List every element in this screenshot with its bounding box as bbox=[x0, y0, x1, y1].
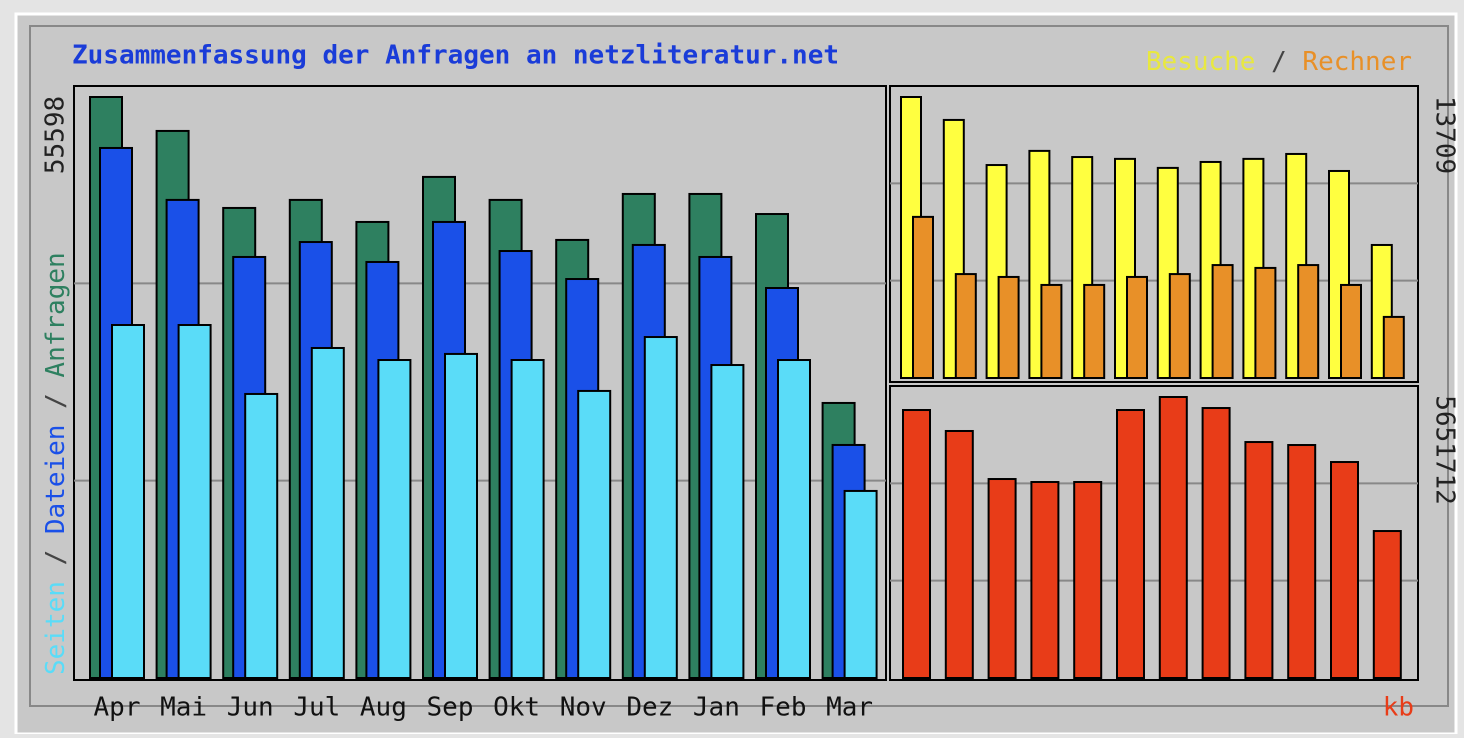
bar bbox=[1340, 283, 1362, 380]
legend-entry: Rechner bbox=[1302, 47, 1412, 77]
x-tick-label: Mar bbox=[826, 693, 873, 723]
bar bbox=[1254, 266, 1277, 380]
bar bbox=[310, 346, 345, 679]
bar bbox=[987, 478, 1017, 679]
bar bbox=[912, 215, 934, 379]
bar bbox=[244, 392, 279, 679]
bar bbox=[1126, 275, 1148, 380]
bar bbox=[1116, 409, 1145, 679]
x-tick-label: Aug bbox=[360, 693, 407, 723]
x-tick-label: Okt bbox=[493, 693, 540, 723]
bar bbox=[1073, 481, 1103, 680]
x-tick-label: Feb bbox=[760, 693, 807, 723]
bar bbox=[1040, 283, 1063, 380]
legend-entry: Anfragen bbox=[41, 252, 71, 377]
bar bbox=[710, 364, 745, 679]
bar bbox=[997, 275, 1020, 380]
bar bbox=[954, 273, 977, 379]
y-tick-label: 55598 bbox=[41, 96, 71, 174]
y-tick-label: 5651712 bbox=[1430, 395, 1460, 505]
x-tick-label: Sep bbox=[427, 693, 474, 723]
legend-separator: / bbox=[41, 550, 71, 566]
bar bbox=[1330, 461, 1359, 679]
bar bbox=[577, 389, 612, 679]
bar bbox=[1083, 283, 1106, 380]
bar bbox=[643, 336, 678, 679]
bar bbox=[1372, 530, 1402, 679]
bar bbox=[1030, 481, 1060, 680]
y-tick-label: 13709 bbox=[1430, 96, 1460, 174]
bar bbox=[1158, 396, 1188, 679]
bar bbox=[777, 359, 811, 679]
x-tick-label: Mai bbox=[160, 693, 207, 723]
x-tick-label: Nov bbox=[560, 693, 607, 723]
bar bbox=[1201, 407, 1231, 679]
legend-separator: / bbox=[1271, 47, 1287, 77]
bar bbox=[1297, 264, 1320, 379]
bar bbox=[444, 352, 478, 679]
x-tick-label: Jan bbox=[693, 693, 740, 723]
bar bbox=[1382, 315, 1405, 380]
x-tick-label: Jul bbox=[293, 693, 340, 723]
bar bbox=[510, 359, 545, 679]
bar bbox=[377, 359, 412, 679]
bar bbox=[177, 323, 212, 679]
bar bbox=[111, 323, 145, 679]
bar bbox=[1287, 444, 1317, 680]
legend: Seiten / Dateien / Anfragen bbox=[41, 252, 71, 675]
bar bbox=[902, 409, 931, 679]
bar bbox=[843, 489, 878, 679]
legend: Besuche / Rechner bbox=[1146, 47, 1412, 77]
bar bbox=[1211, 264, 1234, 379]
legend-entry: kb bbox=[1383, 693, 1414, 723]
chart-title: Zusammenfassung der Anfragen an netzlite… bbox=[72, 41, 839, 71]
legend-entry: Seiten bbox=[41, 581, 71, 675]
legend-entry: Besuche bbox=[1146, 47, 1256, 77]
bar bbox=[1244, 441, 1274, 679]
legend-entry: Dateien bbox=[41, 425, 71, 535]
bar bbox=[1168, 273, 1191, 379]
legend-separator: / bbox=[41, 393, 71, 409]
x-tick-label: Dez bbox=[626, 693, 673, 723]
x-tick-label: Apr bbox=[94, 693, 141, 723]
bar bbox=[944, 429, 974, 679]
x-tick-label: Jun bbox=[227, 693, 274, 723]
